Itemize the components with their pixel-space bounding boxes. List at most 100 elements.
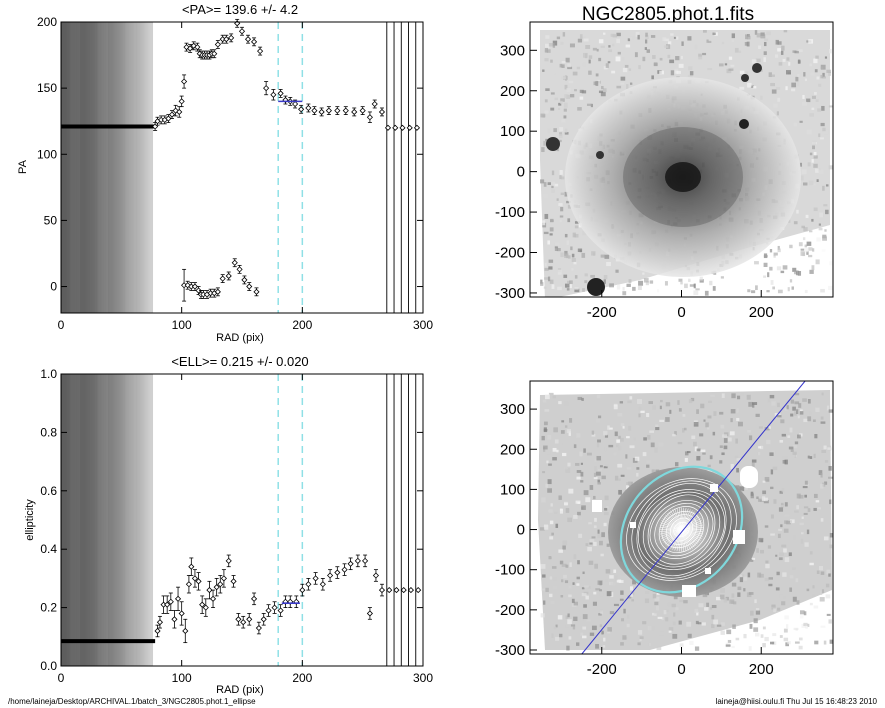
noise-pixel [806, 529, 810, 535]
noise-pixel [815, 500, 820, 503]
noise-pixel [597, 79, 601, 84]
noise-pixel [567, 63, 571, 68]
noise-pixel [811, 265, 815, 271]
noise-pixel [603, 279, 606, 284]
noise-pixel [828, 619, 832, 624]
noise-pixel [566, 87, 571, 93]
noise-pixel [694, 446, 698, 452]
noise-pixel [558, 139, 562, 143]
noise-pixel [818, 133, 821, 138]
noise-pixel [797, 415, 800, 419]
pa-ytick-label: 100 [37, 147, 57, 161]
noise-pixel [770, 486, 774, 490]
noise-pixel [828, 476, 833, 479]
noise-pixel [558, 549, 563, 553]
ell-data-point [220, 575, 227, 582]
noise-pixel [763, 255, 768, 258]
noise-pixel [577, 396, 583, 401]
noise-pixel [818, 566, 824, 571]
noise-pixel [654, 596, 660, 601]
noise-pixel [612, 34, 618, 38]
noise-pixel [600, 609, 603, 612]
noise-pixel [636, 472, 639, 477]
noise-pixel [806, 588, 810, 592]
pa-data-point [236, 266, 243, 273]
noise-pixel [572, 232, 576, 238]
img1-ytick-label: 0 [517, 164, 525, 181]
noise-pixel [798, 403, 802, 408]
noise-pixel [828, 285, 833, 291]
noise-pixel [655, 427, 660, 431]
noise-pixel [783, 595, 786, 599]
noise-pixel [764, 525, 769, 528]
noise-pixel [568, 280, 573, 284]
noise-pixel [563, 574, 567, 579]
noise-pixel [543, 447, 546, 452]
footer-path: /home/laineja/Desktop/ARCHIVAL.1/batch_3… [8, 697, 256, 706]
noise-pixel [764, 426, 770, 431]
ell-data-point [386, 587, 393, 594]
noise-pixel [675, 56, 680, 61]
noise-pixel [769, 394, 775, 399]
noise-pixel [622, 635, 627, 640]
noise-pixel [627, 400, 632, 404]
noise-pixel [563, 108, 567, 112]
noise-pixel [721, 393, 725, 398]
noise-pixel [686, 621, 692, 627]
noise-pixel [565, 615, 569, 619]
noise-pixel [567, 619, 572, 625]
noise-pixel [813, 58, 818, 64]
noise-pixel [756, 548, 759, 553]
noise-pixel [780, 419, 785, 424]
noise-pixel [559, 175, 562, 180]
noise-pixel [549, 536, 554, 540]
noise-pixel [731, 593, 735, 598]
ell-data-point [240, 619, 247, 626]
noise-pixel [818, 470, 823, 476]
noise-pixel [780, 503, 784, 508]
noise-pixel [543, 140, 548, 146]
img1-ytick-label: 100 [500, 123, 525, 140]
noise-pixel [801, 225, 805, 229]
noise-pixel [727, 639, 732, 643]
noise-pixel [724, 63, 728, 66]
noise-pixel [645, 35, 649, 39]
noise-pixel [612, 43, 615, 47]
noise-pixel [544, 213, 549, 219]
noise-pixel [767, 545, 772, 549]
noise-pixel [548, 43, 554, 47]
noise-pixel [783, 528, 789, 533]
ell-data-point [372, 572, 380, 579]
noise-pixel [601, 631, 604, 635]
noise-pixel [599, 540, 603, 546]
noise-pixel [798, 645, 803, 650]
noise-pixel [616, 38, 620, 44]
noise-pixel [646, 412, 650, 418]
noise-pixel [549, 576, 553, 580]
ell-ytick-label: 0.6 [40, 484, 57, 498]
noise-pixel [674, 462, 679, 467]
noise-pixel [576, 476, 581, 480]
noise-pixel [594, 563, 598, 569]
noise-pixel [574, 287, 579, 290]
noise-pixel [773, 252, 778, 256]
noise-pixel [652, 405, 656, 410]
ell-frame [60, 373, 424, 667]
noise-pixel [559, 560, 564, 565]
noise-pixel [750, 559, 754, 562]
noise-pixel [548, 259, 554, 263]
noise-pixel [565, 564, 569, 568]
noise-pixel [822, 76, 826, 79]
noise-pixel [579, 96, 584, 100]
noise-pixel [699, 279, 704, 283]
noise-pixel [704, 607, 709, 611]
noise-pixel [820, 473, 823, 478]
pa-data-point [195, 287, 202, 294]
pa-data-point [392, 124, 399, 131]
noise-pixel [577, 38, 583, 43]
noise-pixel [617, 463, 623, 468]
noise-pixel [558, 203, 563, 206]
noise-pixel [708, 40, 712, 43]
noise-pixel [827, 447, 832, 450]
pa-data-point [228, 34, 235, 41]
